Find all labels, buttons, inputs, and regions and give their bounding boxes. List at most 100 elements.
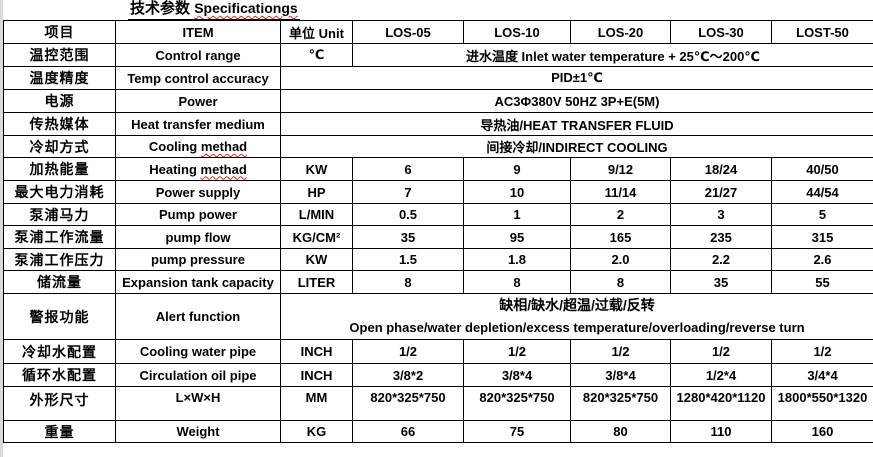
row-label-zh: 储流量 xyxy=(3,270,116,294)
row-label-en: Weight xyxy=(115,420,281,443)
row-label-en: Circulation oil pipe xyxy=(115,363,281,387)
row-label-en: pump pressure xyxy=(115,248,281,271)
row-weight: 重量 Weight KG 66 75 80 110 160 xyxy=(3,420,873,443)
specs-table: 项目 ITEM 单位 Unit LOS-05 LOS-10 LOS-20 LOS… xyxy=(3,20,873,443)
row-heat-transfer-medium: 传热媒体 Heat transfer medium 导热油/HEAT TRANS… xyxy=(3,112,873,136)
row-power-supply: 最大电力消耗 Power supply HP 7 10 11/14 21/27 … xyxy=(3,180,873,204)
value-cell: 8 xyxy=(570,270,671,294)
value-cell: 3/8*4 xyxy=(463,363,571,387)
value-cell: 75 xyxy=(463,420,571,443)
value-cell: 8 xyxy=(352,270,464,294)
row-control-range: 温控范围 Control range ℃ 进水温度 Inlet water te… xyxy=(3,43,873,67)
unit-cell: INCH xyxy=(280,363,353,387)
row-label-en: Pump power xyxy=(115,203,281,226)
value-cell: 2.0 xyxy=(570,248,671,271)
value-cell: 1/2 xyxy=(670,339,772,364)
unit-cell: KW xyxy=(280,157,353,181)
value-cell: 5 xyxy=(771,203,873,226)
alert-line-zh: 缺相/缺水/超温/过载/反转 xyxy=(499,296,655,313)
unit-cell: L/MIN xyxy=(280,203,353,226)
row-label-en: Expansion tank capacity xyxy=(115,270,281,294)
value-cell: 820*325*750 xyxy=(352,386,464,421)
row-label-zh: 泵浦马力 xyxy=(3,203,116,226)
row-label-zh: 温度精度 xyxy=(3,66,116,90)
misspelled-word: methad xyxy=(200,139,248,154)
unit-cell: KG/CM² xyxy=(280,225,353,249)
header-model-los20: LOS-20 xyxy=(570,20,671,44)
row-label-zh: 循环水配置 xyxy=(3,363,116,387)
value-cell: 3/8*4 xyxy=(570,363,671,387)
unit-cell: KG xyxy=(280,420,353,443)
row-label-en: Heating methad xyxy=(115,157,281,181)
value-cell: 35 xyxy=(352,225,464,249)
row-label-en: Temp control accuracy xyxy=(115,66,281,90)
unit-cell: INCH xyxy=(280,339,353,364)
value-cell: 1280*420*1120 xyxy=(670,386,772,421)
row-label-en: pump flow xyxy=(115,225,281,249)
row-pump-power: 泵浦马力 Pump power L/MIN 0.5 1 2 3 5 xyxy=(3,203,873,226)
value-cell: 66 xyxy=(352,420,464,443)
header-item-en: ITEM xyxy=(115,20,281,44)
value-cell: 1/2 xyxy=(570,339,671,364)
merged-value-cell: 导热油/HEAT TRANSFER FLUID xyxy=(280,112,873,136)
value-cell: 1800*550*1320 xyxy=(771,386,873,421)
header-model-los05: LOS-05 xyxy=(352,20,464,44)
merged-value-cell: AC3Φ380V 50HZ 3P+E(5M) xyxy=(280,89,873,113)
header-unit: 单位 Unit xyxy=(280,20,353,44)
row-label-en: Cooling water pipe xyxy=(115,339,281,364)
value-cell: 7 xyxy=(352,180,464,204)
unit-cell: ℃ xyxy=(280,43,353,67)
value-cell: 165 xyxy=(570,225,671,249)
value-cell: 35 xyxy=(670,270,772,294)
value-cell: 11/14 xyxy=(570,180,671,204)
row-label-zh: 重量 xyxy=(3,420,116,443)
page-title-zh: 技术参数 xyxy=(130,0,191,17)
row-label-en: Heat transfer medium xyxy=(115,112,281,136)
value-cell: 1.8 xyxy=(463,248,571,271)
value-cell: 2 xyxy=(570,203,671,226)
unit-cell: KW xyxy=(280,248,353,271)
row-label-zh: 最大电力消耗 xyxy=(3,180,116,204)
header-model-los10: LOS-10 xyxy=(463,20,571,44)
row-temp-accuracy: 温度精度 Temp control accuracy PID±1℃ xyxy=(3,66,873,90)
row-expansion-tank: 储流量 Expansion tank capacity LITER 8 8 8 … xyxy=(3,270,873,294)
header-model-los30: LOS-30 xyxy=(670,20,772,44)
value-cell: 10 xyxy=(463,180,571,204)
value-cell: 2.6 xyxy=(771,248,873,271)
row-cooling-method: 冷却方式 Cooling methad 间接冷却/INDIRECT COOLIN… xyxy=(3,135,873,158)
value-cell: 18/24 xyxy=(670,157,772,181)
header-model-lost50: LOST-50 xyxy=(771,20,873,44)
merged-value-cell: PID±1℃ xyxy=(280,66,873,90)
merged-value-cell: 缺相/缺水/超温/过载/反转 Open phase/water depletio… xyxy=(280,293,873,340)
value-cell: 3/8*2 xyxy=(352,363,464,387)
row-label-zh: 泵浦工作流量 xyxy=(3,225,116,249)
value-cell: 8 xyxy=(463,270,571,294)
row-label-zh: 电源 xyxy=(3,89,116,113)
value-cell: 2.2 xyxy=(670,248,772,271)
row-label-en: Power supply xyxy=(115,180,281,204)
value-cell: 1/2 xyxy=(352,339,464,364)
row-label-en: L×W×H xyxy=(115,386,281,421)
merged-value-cell: 间接冷却/INDIRECT COOLING xyxy=(280,135,873,158)
row-label-zh: 泵浦工作压力 xyxy=(3,248,116,271)
value-cell: 1/2 xyxy=(771,339,873,364)
value-cell: 160 xyxy=(771,420,873,443)
row-label-en: Cooling methad xyxy=(115,135,281,158)
value-cell: 95 xyxy=(463,225,571,249)
row-label-zh: 传热媒体 xyxy=(3,112,116,136)
header-row: 项目 ITEM 单位 Unit LOS-05 LOS-10 LOS-20 LOS… xyxy=(3,20,873,44)
value-cell: 0.5 xyxy=(352,203,464,226)
row-heating: 加热能量 Heating methad KW 6 9 9/12 18/24 40… xyxy=(3,157,873,181)
value-cell: 21/27 xyxy=(670,180,772,204)
value-cell: 110 xyxy=(670,420,772,443)
value-cell: 40/50 xyxy=(771,157,873,181)
value-cell: 1 xyxy=(463,203,571,226)
value-cell: 6 xyxy=(352,157,464,181)
value-cell: 1.5 xyxy=(352,248,464,271)
value-cell: 1/2*4 xyxy=(670,363,772,387)
row-label-en: Alert function xyxy=(115,293,281,340)
unit-cell: LITER xyxy=(280,270,353,294)
row-pump-flow: 泵浦工作流量 pump flow KG/CM² 35 95 165 235 31… xyxy=(3,225,873,249)
value-cell: 80 xyxy=(570,420,671,443)
